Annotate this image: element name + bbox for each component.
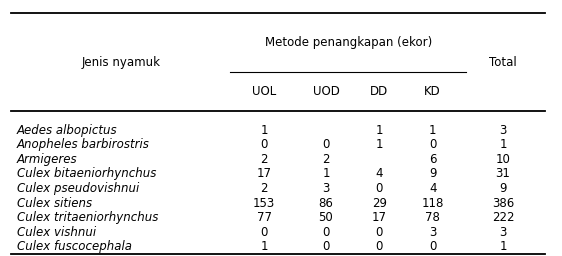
Text: 3: 3 <box>322 182 330 195</box>
Text: 153: 153 <box>253 197 275 210</box>
Text: 1: 1 <box>375 138 383 151</box>
Text: 2: 2 <box>260 182 268 195</box>
Text: 0: 0 <box>375 240 383 253</box>
Text: 0: 0 <box>429 138 437 151</box>
Text: 0: 0 <box>260 226 268 239</box>
Text: 9: 9 <box>429 167 437 180</box>
Text: Jenis nyamuk: Jenis nyamuk <box>81 56 160 69</box>
Text: DD: DD <box>370 85 388 98</box>
Text: 9: 9 <box>499 182 507 195</box>
Text: Total: Total <box>489 56 517 69</box>
Text: Aedes albopictus: Aedes albopictus <box>17 124 117 137</box>
Text: Culex pseudovishnui: Culex pseudovishnui <box>17 182 139 195</box>
Text: 10: 10 <box>496 153 510 166</box>
Text: 29: 29 <box>372 197 387 210</box>
Text: 17: 17 <box>372 211 387 224</box>
Text: Culex tritaeniorhynchus: Culex tritaeniorhynchus <box>17 211 158 224</box>
Text: Metode penangkapan (ekor): Metode penangkapan (ekor) <box>265 36 432 49</box>
Text: 4: 4 <box>429 182 437 195</box>
Text: 0: 0 <box>375 182 383 195</box>
Text: UOD: UOD <box>312 85 339 98</box>
Text: 17: 17 <box>257 167 271 180</box>
Text: Culex vishnui: Culex vishnui <box>17 226 96 239</box>
Text: 386: 386 <box>492 197 514 210</box>
Text: 77: 77 <box>257 211 271 224</box>
Text: 1: 1 <box>499 138 507 151</box>
Text: 0: 0 <box>322 138 330 151</box>
Text: KD: KD <box>424 85 441 98</box>
Text: 1: 1 <box>322 167 330 180</box>
Text: 3: 3 <box>499 226 507 239</box>
Text: 0: 0 <box>260 138 268 151</box>
Text: 1: 1 <box>499 240 507 253</box>
Text: 0: 0 <box>429 240 437 253</box>
Text: 1: 1 <box>375 124 383 137</box>
Text: Armigeres: Armigeres <box>17 153 78 166</box>
Text: Culex fuscocephala: Culex fuscocephala <box>17 240 132 253</box>
Text: 3: 3 <box>429 226 437 239</box>
Text: 1: 1 <box>429 124 437 137</box>
Text: 1: 1 <box>260 124 268 137</box>
Text: 0: 0 <box>375 226 383 239</box>
Text: 222: 222 <box>492 211 514 224</box>
Text: 2: 2 <box>260 153 268 166</box>
Text: 86: 86 <box>319 197 333 210</box>
Text: Culex sitiens: Culex sitiens <box>17 197 92 210</box>
Text: 50: 50 <box>319 211 333 224</box>
Text: UOL: UOL <box>252 85 277 98</box>
Text: 0: 0 <box>322 226 330 239</box>
Text: 0: 0 <box>322 240 330 253</box>
Text: 31: 31 <box>496 167 510 180</box>
Text: 78: 78 <box>425 211 440 224</box>
Text: 3: 3 <box>499 124 507 137</box>
Text: 4: 4 <box>375 167 383 180</box>
Text: 1: 1 <box>260 240 268 253</box>
Text: 6: 6 <box>429 153 437 166</box>
Text: Culex bitaeniorhynchus: Culex bitaeniorhynchus <box>17 167 156 180</box>
Text: 2: 2 <box>322 153 330 166</box>
Text: 118: 118 <box>422 197 444 210</box>
Text: Anopheles barbirostris: Anopheles barbirostris <box>17 138 149 151</box>
